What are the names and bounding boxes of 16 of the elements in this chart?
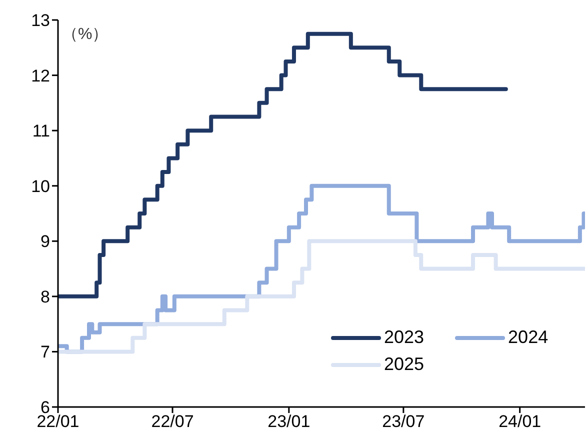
x-tick-label: 22/01 <box>36 412 80 432</box>
y-tick-label: 13 <box>31 11 50 30</box>
x-tick-label: 23/07 <box>382 412 425 432</box>
y-tick-label: 9 <box>40 232 50 252</box>
y-axis-title: （%） <box>62 25 108 45</box>
legend-label: 2023 <box>384 327 424 348</box>
x-tick-label: 22/07 <box>151 412 194 432</box>
y-tick-label: 7 <box>40 342 50 362</box>
y-tick-label: 11 <box>32 122 50 141</box>
legend-label: 2025 <box>384 354 424 375</box>
x-tick-label: 23/01 <box>268 412 310 432</box>
x-tick-label: 24/01 <box>498 412 542 432</box>
legend-label: 2024 <box>508 327 548 348</box>
y-tick-label: 12 <box>31 66 50 86</box>
y-tick-label: 10 <box>31 176 50 196</box>
y-tick-label: 8 <box>40 287 50 306</box>
